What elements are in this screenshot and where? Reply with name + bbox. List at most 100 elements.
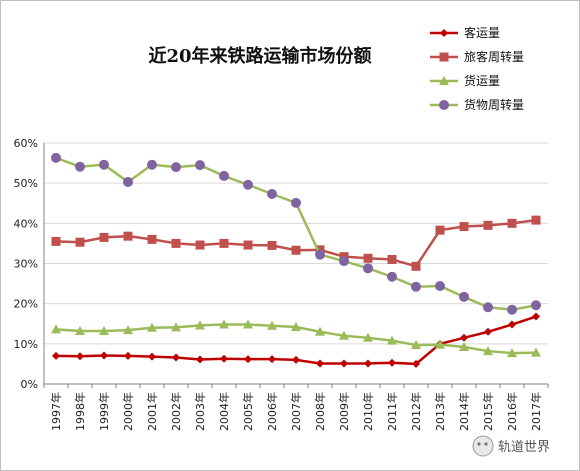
x-tick-label: 2002年 bbox=[169, 392, 183, 431]
data-point bbox=[243, 319, 253, 329]
data-point bbox=[508, 320, 516, 329]
data-point bbox=[483, 346, 493, 356]
y-axis: 0% 10% 20% 30% 40% 50% 60% bbox=[14, 137, 45, 391]
y-tick-label: 50% bbox=[14, 177, 38, 190]
x-tick-label: 1997年 bbox=[49, 392, 63, 431]
x-axis: 1997年 1998年 1999年 2000年 2001年 2002年 2003年 2004年… bbox=[43, 383, 549, 431]
data-point bbox=[75, 161, 85, 172]
series-layer bbox=[51, 152, 541, 368]
x-tick-label: 2015年 bbox=[481, 392, 495, 431]
data-point bbox=[51, 324, 61, 334]
legend-label: 货运量 bbox=[464, 73, 500, 88]
data-point bbox=[459, 222, 469, 232]
watermark: 轨道世界 bbox=[472, 435, 550, 457]
data-point bbox=[532, 312, 540, 321]
data-point bbox=[219, 238, 229, 248]
data-point bbox=[147, 234, 157, 244]
data-point bbox=[292, 355, 300, 364]
wechat-icon-eye-left bbox=[477, 442, 481, 446]
legend-label: 客运量 bbox=[464, 25, 500, 40]
series-2 bbox=[51, 319, 541, 358]
wechat-icon-eye-right bbox=[484, 442, 488, 446]
data-point bbox=[267, 189, 277, 200]
data-point bbox=[363, 263, 373, 274]
data-point bbox=[339, 256, 349, 267]
data-point bbox=[268, 355, 276, 364]
legend-swatch-marker bbox=[439, 52, 449, 62]
x-tick-label: 2005年 bbox=[241, 392, 255, 431]
x-tick-label: 2011年 bbox=[385, 392, 399, 431]
data-point bbox=[291, 321, 301, 331]
x-tick-label: 2010年 bbox=[361, 392, 375, 431]
data-point bbox=[315, 326, 325, 336]
data-point bbox=[411, 340, 421, 350]
y-tick-label: 20% bbox=[14, 298, 38, 311]
x-tick-label: 2013年 bbox=[433, 392, 447, 431]
data-point bbox=[244, 355, 252, 364]
data-point bbox=[267, 320, 277, 330]
data-point bbox=[76, 352, 84, 361]
data-point bbox=[75, 325, 85, 335]
series-1 bbox=[51, 215, 541, 271]
data-point bbox=[339, 330, 349, 340]
series-0 bbox=[52, 312, 540, 368]
data-point bbox=[364, 359, 372, 368]
legend-swatch-marker bbox=[439, 100, 449, 110]
data-point bbox=[171, 162, 181, 173]
legend-item: 旅客周转量 bbox=[430, 49, 524, 64]
data-point bbox=[196, 355, 204, 364]
legend-item: 货物周转量 bbox=[430, 97, 524, 112]
data-point bbox=[219, 170, 229, 181]
data-point bbox=[507, 348, 517, 358]
data-point bbox=[99, 159, 109, 170]
x-tick-label: 2012年 bbox=[409, 392, 423, 431]
data-point bbox=[75, 237, 85, 247]
legend-label: 货物周转量 bbox=[464, 97, 524, 112]
data-point bbox=[220, 354, 228, 363]
data-point bbox=[531, 347, 541, 357]
x-tick-label: 2006年 bbox=[265, 392, 279, 431]
data-point bbox=[507, 304, 517, 315]
data-point bbox=[291, 245, 301, 255]
data-point bbox=[147, 322, 157, 332]
data-point bbox=[340, 359, 348, 368]
legend-swatch-marker bbox=[439, 76, 449, 85]
data-point bbox=[148, 352, 156, 361]
data-point bbox=[171, 322, 181, 332]
x-tick-label: 2000年 bbox=[121, 392, 135, 431]
data-point bbox=[435, 339, 445, 349]
data-point bbox=[388, 358, 396, 367]
data-point bbox=[219, 319, 229, 329]
x-tick-label: 1998年 bbox=[73, 392, 87, 431]
x-tick-label: 2008年 bbox=[313, 392, 327, 431]
x-tick-label: 2001年 bbox=[145, 392, 159, 431]
data-point bbox=[315, 249, 325, 260]
data-point bbox=[195, 320, 205, 330]
data-point bbox=[123, 325, 133, 335]
data-point bbox=[387, 254, 397, 264]
data-point bbox=[51, 236, 61, 246]
data-point bbox=[243, 179, 253, 190]
data-point bbox=[459, 342, 469, 352]
data-point bbox=[124, 351, 132, 360]
x-tick-label: 1999年 bbox=[97, 392, 111, 431]
y-tick-label: 30% bbox=[14, 258, 38, 271]
x-tick-label: 2014年 bbox=[457, 392, 471, 431]
data-point bbox=[435, 280, 445, 291]
x-tick-label: 2017年 bbox=[529, 392, 543, 431]
data-point bbox=[195, 240, 205, 250]
data-point bbox=[459, 291, 469, 302]
data-point bbox=[99, 232, 109, 242]
data-point bbox=[483, 220, 493, 230]
data-point bbox=[316, 359, 324, 368]
y-tick-label: 10% bbox=[14, 338, 38, 351]
x-tick-label: 2004年 bbox=[217, 392, 231, 431]
data-point bbox=[243, 240, 253, 250]
data-point bbox=[123, 231, 133, 241]
data-point bbox=[51, 152, 61, 163]
data-point bbox=[387, 271, 397, 282]
data-point bbox=[363, 332, 373, 342]
